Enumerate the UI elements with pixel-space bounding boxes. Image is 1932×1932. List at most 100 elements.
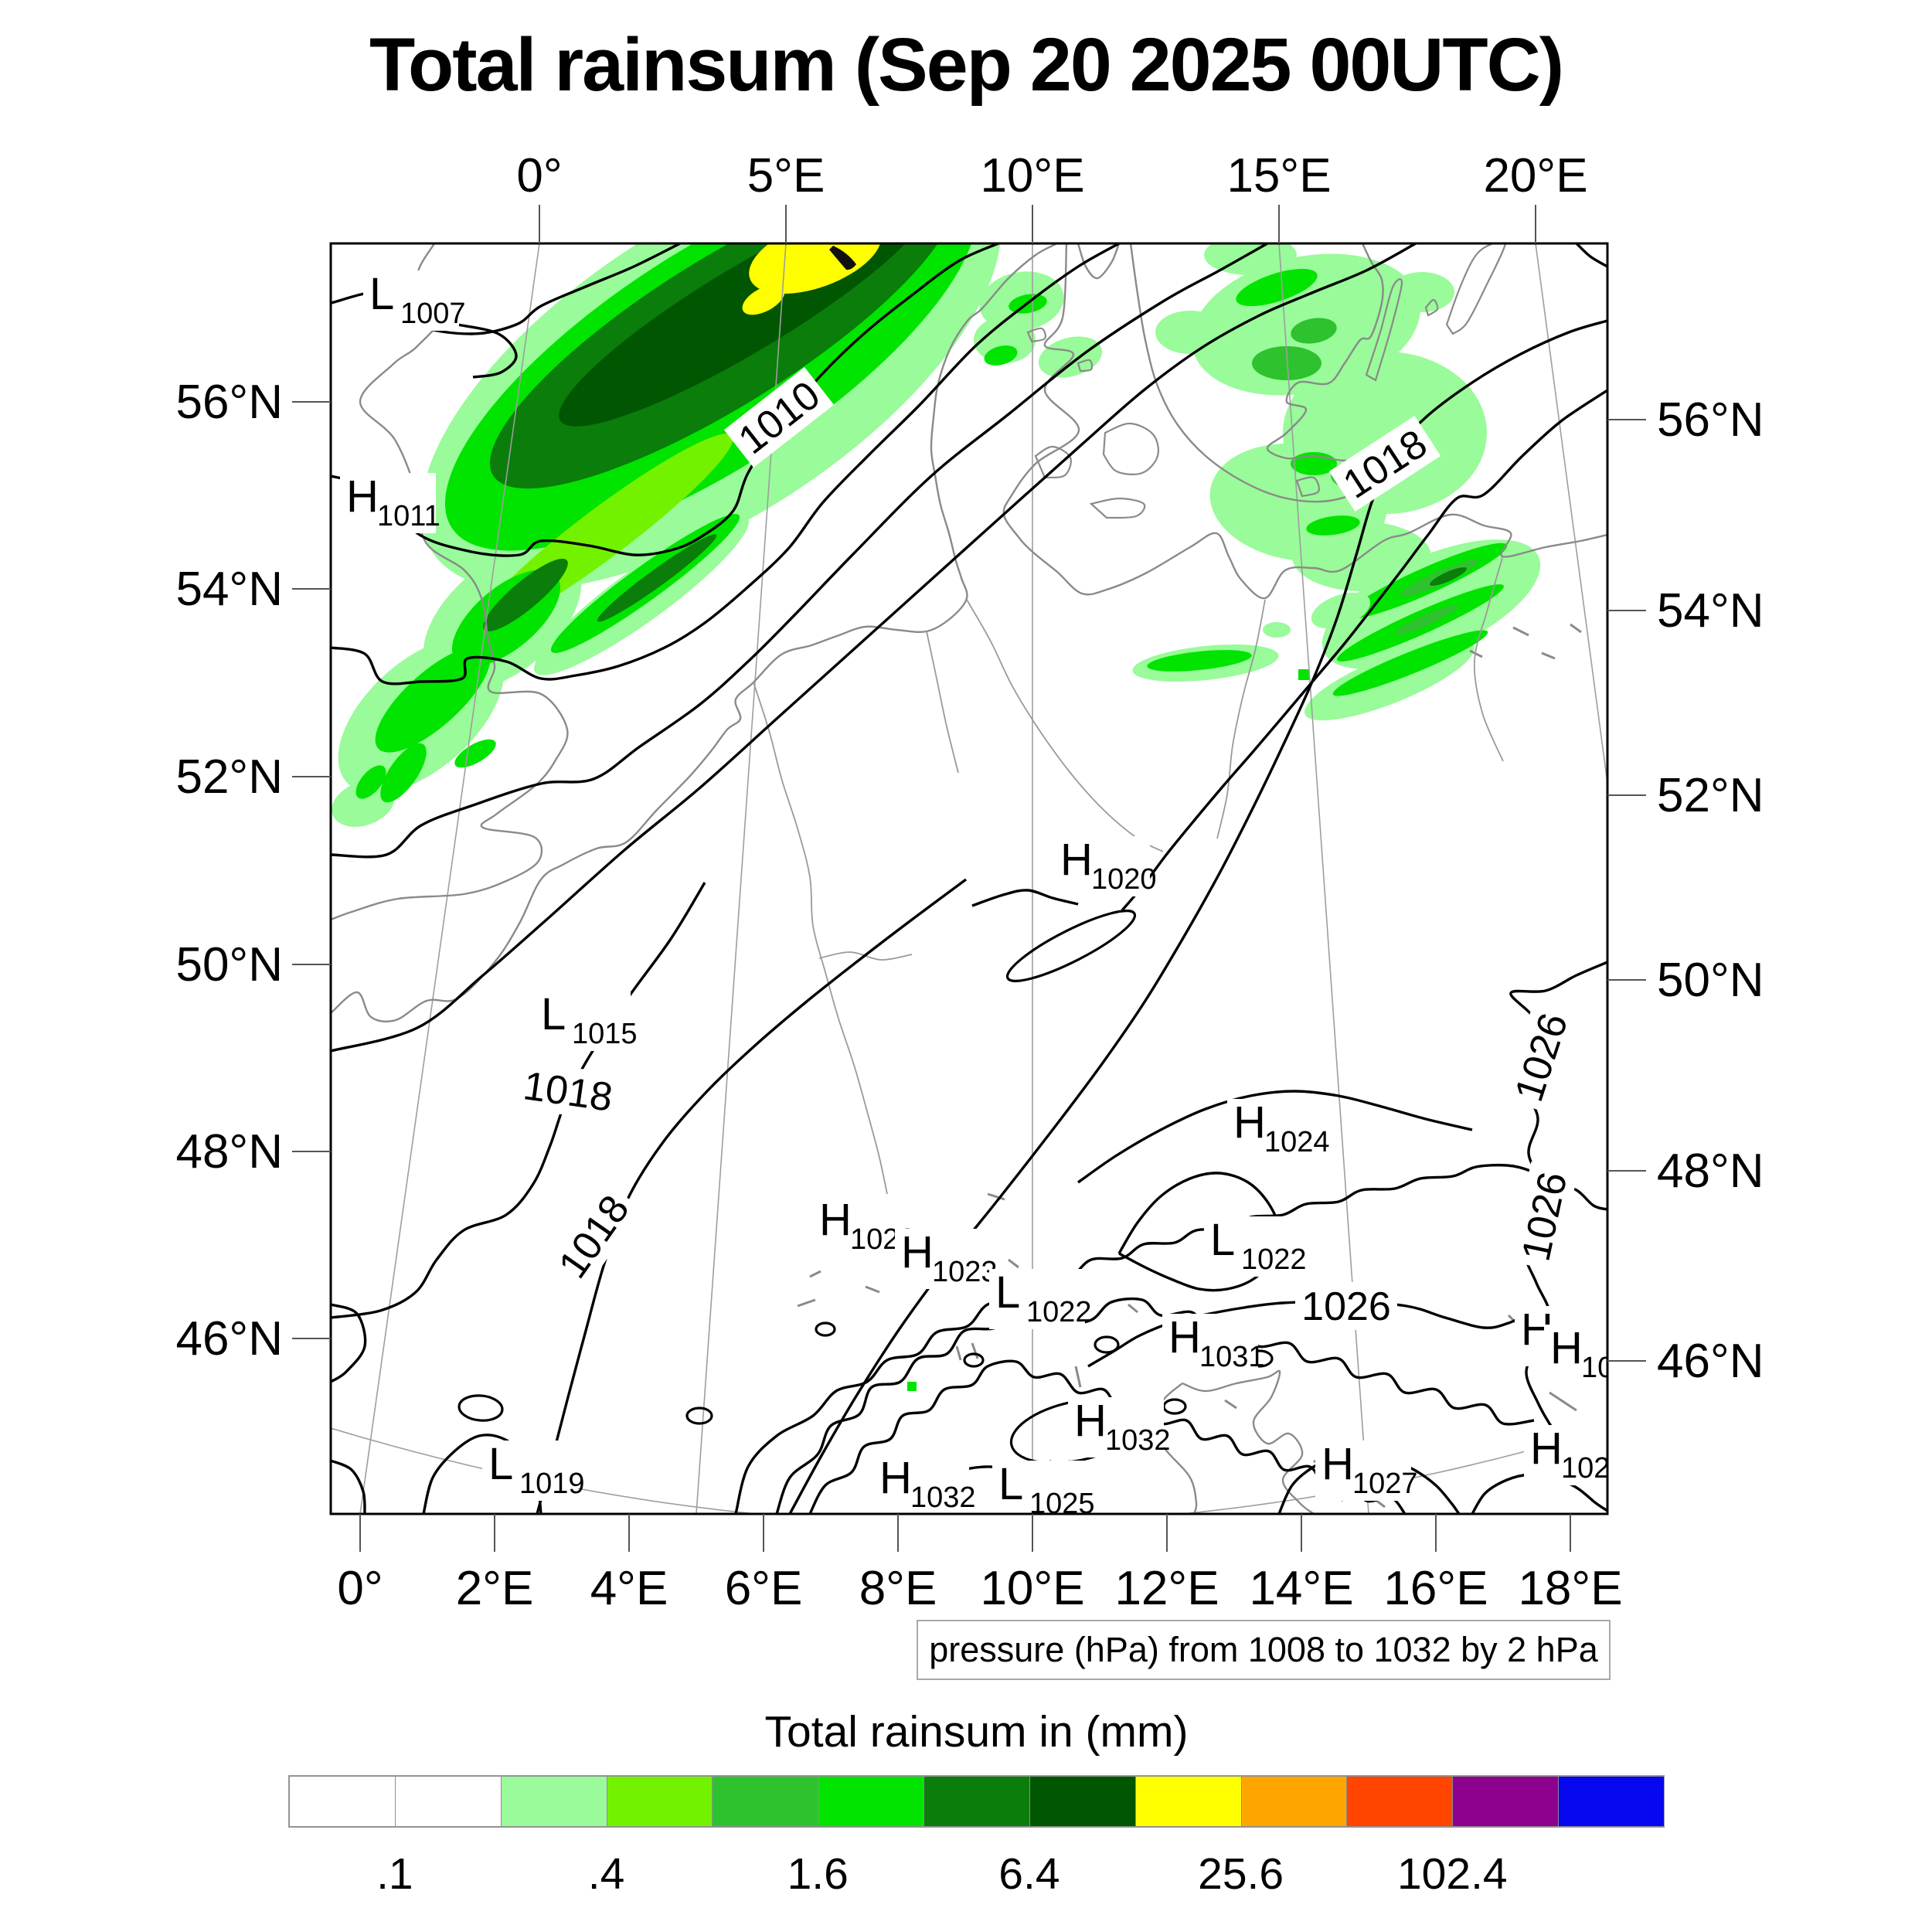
contour-label-box: [723, 366, 835, 468]
lon-label-top: 10°E: [980, 149, 1084, 202]
lat-label-left: 48°N: [175, 1125, 283, 1179]
lat-label-left: 56°N: [175, 376, 283, 429]
pressure-center-box: [992, 1461, 1088, 1514]
pressure-contour: [1121, 389, 1607, 912]
lon-label-top: 20°E: [1483, 149, 1587, 202]
pressure-center-box: [482, 1440, 578, 1501]
axis-labels: 0° 5°E 10°E 15°E 20°E 0° 2°E 4°E 6°E 8°E 10°E 12°E 1…: [175, 149, 1764, 1615]
pressure-center-group: L 1025: [992, 1459, 1095, 1520]
rain-area: [1394, 604, 1459, 635]
rain-area: [597, 534, 717, 622]
rain-area: [375, 646, 491, 753]
lake-mark: [955, 1345, 962, 1361]
rain-pixel: [1298, 669, 1309, 680]
coastline: [331, 243, 569, 921]
pressure-center-letter: L: [998, 1459, 1023, 1509]
rain-area: [454, 739, 496, 768]
pressure-center-box: [813, 1196, 909, 1257]
island-outline: [1445, 243, 1507, 335]
colorbar-cell: [818, 1776, 925, 1827]
pressure-center-value: 1023: [932, 1256, 998, 1288]
colorbar-cell: [500, 1776, 607, 1827]
rain-area: [1332, 630, 1488, 696]
lake-mark: [1549, 1391, 1577, 1412]
colorbar-cell: [1134, 1776, 1242, 1827]
pressure-center-value: 1007: [400, 298, 466, 330]
pressure-caption-box: pressure (hPa) from 1008 to 1032 by 2 hP…: [917, 1620, 1611, 1680]
colorbar-cell: [712, 1776, 819, 1827]
lon-label-bottom: 12°E: [1114, 1562, 1219, 1615]
pressure-center-group: L 1022: [1204, 1215, 1307, 1277]
pressure-center-value: 1025: [1029, 1488, 1095, 1520]
lon-label-bottom: 4°E: [590, 1562, 668, 1615]
pressure-contour: [536, 878, 968, 1514]
colorbar-cell: [1452, 1776, 1560, 1827]
pressure-center-value: 1019: [519, 1468, 585, 1500]
island-outline: [1034, 445, 1072, 479]
rain-area: [1263, 622, 1291, 638]
contour-label-box: [1295, 1282, 1397, 1330]
rain-area: [984, 345, 1018, 366]
island-outline: [1365, 278, 1403, 382]
lat-label-right: 46°N: [1657, 1335, 1764, 1388]
coastline: [1129, 243, 1393, 503]
map-frame: [329, 242, 1609, 1515]
closed-contour: [685, 1406, 713, 1425]
pressure-center-value: 1020: [1091, 863, 1157, 896]
colorbar-tick-label: 102.4: [1396, 1849, 1508, 1899]
lon-label-top: 0°: [516, 149, 562, 202]
meridian-line: [1535, 243, 1607, 788]
pressure-center-group: L 1022: [989, 1267, 1092, 1329]
contour-value-label: 1026: [1514, 1168, 1577, 1265]
lat-label-left: 52°N: [175, 750, 283, 804]
pressure-center-letter: H: [819, 1195, 852, 1245]
pressure-center-letter: H: [346, 471, 379, 522]
lon-label-bottom: 16°E: [1383, 1562, 1488, 1615]
contour-label-box: [1502, 1001, 1580, 1114]
lake-mark: [1074, 1366, 1082, 1388]
closed-contour: [1094, 1335, 1120, 1354]
pressure-center-letter: H: [1168, 1312, 1201, 1362]
island-outline: [1077, 359, 1094, 372]
pressure-center-box: [873, 1454, 969, 1514]
rain-shading-layer: [332, 243, 1541, 1391]
meridian-line: [696, 243, 787, 1514]
lat-label-left: 54°N: [175, 563, 283, 616]
island-outline: [1102, 422, 1159, 475]
rain-area: [1252, 346, 1321, 380]
figure-title: Total rainsum (Sep 20 2025 00UTC): [369, 22, 1564, 107]
rain-area: [332, 781, 395, 827]
lake-mark: [865, 1285, 880, 1294]
pressure-caption-text: pressure (hPa) from 1008 to 1032 by 2 hP…: [929, 1630, 1598, 1669]
colorbar-tick-labels: .1 .4 1.6 6.4 25.6 102.4: [0, 1849, 1932, 1903]
contour-label-box: [1328, 416, 1441, 512]
meridian-line: [359, 243, 540, 1514]
colorbar-cell: [289, 1776, 396, 1827]
lake-mark: [1469, 649, 1483, 658]
colorbar-tick-label: 1.6: [787, 1849, 849, 1899]
pressure-center-value: 1022: [1026, 1296, 1092, 1328]
pressure-center-value: 1032: [1105, 1424, 1171, 1457]
river-line: [926, 631, 959, 774]
rain-area: [742, 284, 785, 315]
lake-mark: [797, 1298, 816, 1308]
pressure-center-group: L 1007: [363, 269, 466, 331]
pressure-center-box: [1068, 1397, 1164, 1458]
pressure-contour: [971, 889, 1079, 907]
lon-label-bottom: 18°E: [1518, 1562, 1622, 1615]
contour-label-group: 1026: [1502, 1001, 1580, 1114]
pressure-center-letter: L: [488, 1439, 513, 1489]
pressure-center-value: 1022: [1241, 1243, 1307, 1276]
island-outline: [1089, 497, 1146, 519]
lat-label-right: 54°N: [1657, 584, 1764, 638]
pressure-contour: [331, 243, 1120, 685]
pressure-center-box: [1054, 836, 1150, 896]
